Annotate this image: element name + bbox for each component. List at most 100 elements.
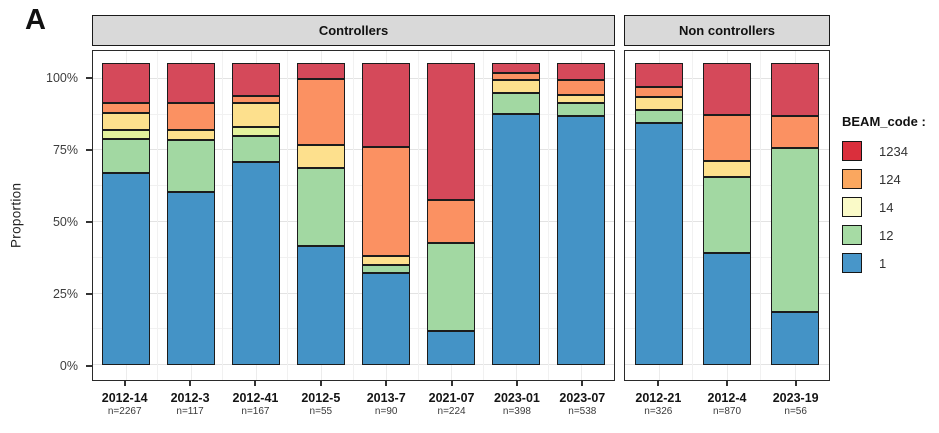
- bar-segment-1: [231, 162, 280, 366]
- bar-segment-14: [557, 94, 606, 103]
- bar-segment-12: [703, 177, 751, 253]
- sample-size-label: n=2267: [107, 406, 142, 417]
- figure-label: A: [25, 4, 46, 36]
- x-label-group: 2012-14 n=2267: [92, 381, 157, 417]
- category-label: 2023-07: [559, 391, 606, 405]
- bar-segment-1: [703, 252, 751, 366]
- category-label: 2012-3: [170, 391, 210, 405]
- minor-vertical-gridline: [547, 51, 549, 380]
- bar-slot: [419, 51, 484, 380]
- x-label-group: 2023-01 n=398: [484, 381, 549, 417]
- y-tick-mark: [86, 149, 92, 152]
- bar-slot: [93, 51, 159, 380]
- x-label-group: 2012-21 n=326: [624, 381, 693, 417]
- minor-vertical-gridline: [352, 51, 354, 380]
- bar-segment-1234: [703, 62, 751, 115]
- y-tick-label: 100%: [46, 71, 78, 86]
- y-tick-mark: [86, 221, 92, 224]
- sample-size-label: n=90: [374, 406, 398, 417]
- x-label-group: 2012-41 n=167: [223, 381, 288, 417]
- bar-segment-1: [492, 113, 541, 366]
- sample-size-label: n=538: [568, 406, 597, 417]
- bar-segment-14: [231, 103, 280, 127]
- sample-size-label: n=56: [784, 406, 807, 417]
- y-tick-mark: [86, 293, 92, 296]
- bar-segment-124: [231, 95, 280, 104]
- bar-segment-1: [635, 123, 683, 366]
- panel-controllers: Controllers 2012-14 n=2267 2012-3 n=117 2012-…: [92, 0, 615, 433]
- panel-non-controllers: Non controllers 2012-21 n=326 2012-4 n=870 20…: [624, 0, 830, 433]
- stacked-bar-2012-5: [296, 62, 345, 366]
- bar-segment-12: [296, 167, 345, 246]
- legend-label: 1: [879, 255, 887, 271]
- bar-slot: [484, 51, 549, 380]
- bar-segment-1: [362, 272, 411, 366]
- y-tick-label: 25%: [52, 287, 78, 302]
- bar-segment-124: [101, 102, 150, 114]
- y-tick-label: 75%: [52, 143, 78, 158]
- stacked-bar-2023-01: [492, 62, 541, 366]
- x-tick-mark: [123, 381, 126, 386]
- legend-label: 14: [879, 199, 894, 215]
- x-tick-mark: [450, 381, 453, 386]
- minor-vertical-gridline: [760, 51, 761, 380]
- bar-segment-124: [427, 199, 476, 243]
- x-tick-mark: [794, 381, 797, 386]
- legend-label: 12: [879, 227, 894, 243]
- bar-segment-124: [771, 115, 819, 148]
- sample-size-label: n=870: [712, 406, 742, 417]
- bar-segment-12: [101, 139, 150, 174]
- bar-segment-124: [703, 114, 751, 161]
- bar-segment-1: [166, 192, 215, 366]
- minor-vertical-gridline: [692, 51, 693, 380]
- major-gridline: [93, 77, 614, 79]
- legend-title: BEAM_code :: [842, 114, 926, 129]
- bar-segment-12: [427, 242, 476, 332]
- bar-segment-12: [492, 93, 541, 114]
- bar-segment-1234: [362, 62, 411, 147]
- minor-gridline: [93, 328, 614, 330]
- category-label: 2013-7: [366, 391, 406, 405]
- stacked-bar-2012-14: [101, 62, 150, 366]
- y-tick-label: 0%: [59, 359, 78, 374]
- bar-segment-124: [557, 79, 606, 95]
- plot-area: [92, 50, 615, 381]
- bar-segment-14: [635, 96, 683, 110]
- stacked-bar-2021-07: [427, 62, 476, 366]
- bar-segment-1: [296, 245, 345, 366]
- minor-gridline: [93, 185, 614, 187]
- bar-segment-1234: [492, 62, 541, 74]
- minor-vertical-gridline: [222, 51, 224, 380]
- bar-segment-unlabeled: [101, 129, 150, 140]
- sample-size-label: n=55: [309, 406, 333, 417]
- bar-segment-14: [492, 80, 541, 94]
- plot-area: [624, 50, 830, 381]
- bar-slot: [223, 51, 289, 380]
- x-tick-mark: [189, 381, 192, 386]
- x-label-group: 2023-19 n=56: [761, 381, 830, 417]
- bar-segment-12: [362, 265, 411, 273]
- stacked-bar-2013-7: [362, 62, 411, 366]
- bar-segment-124: [296, 79, 345, 146]
- legend-entry-14: 14: [842, 197, 938, 217]
- legend-swatch-124: [842, 169, 862, 189]
- major-gridline: [93, 292, 614, 294]
- bar-slot: [288, 51, 354, 380]
- minor-vertical-gridline: [157, 51, 159, 380]
- x-label-group: 2012-4 n=870: [693, 381, 762, 417]
- bar-segment-14: [703, 160, 751, 178]
- bar-segment-1: [427, 331, 476, 366]
- bar-slot: [625, 51, 693, 380]
- legend-entry-12: 12: [842, 225, 938, 245]
- bar-segment-124: [166, 103, 215, 131]
- bar-slots: [93, 51, 614, 380]
- category-label: 2023-19: [772, 391, 819, 405]
- category-label: 2012-21: [635, 391, 682, 405]
- stacked-bar-2012-4: [703, 62, 751, 366]
- sample-size-label: n=167: [241, 406, 270, 417]
- x-label-group: 2023-07 n=538: [550, 381, 615, 417]
- bar-segment-1234: [557, 62, 606, 80]
- legend: BEAM_code : 1234 124 14 12 1: [842, 114, 938, 281]
- y-tick-mark: [86, 77, 92, 80]
- bar-segment-1234: [427, 62, 476, 200]
